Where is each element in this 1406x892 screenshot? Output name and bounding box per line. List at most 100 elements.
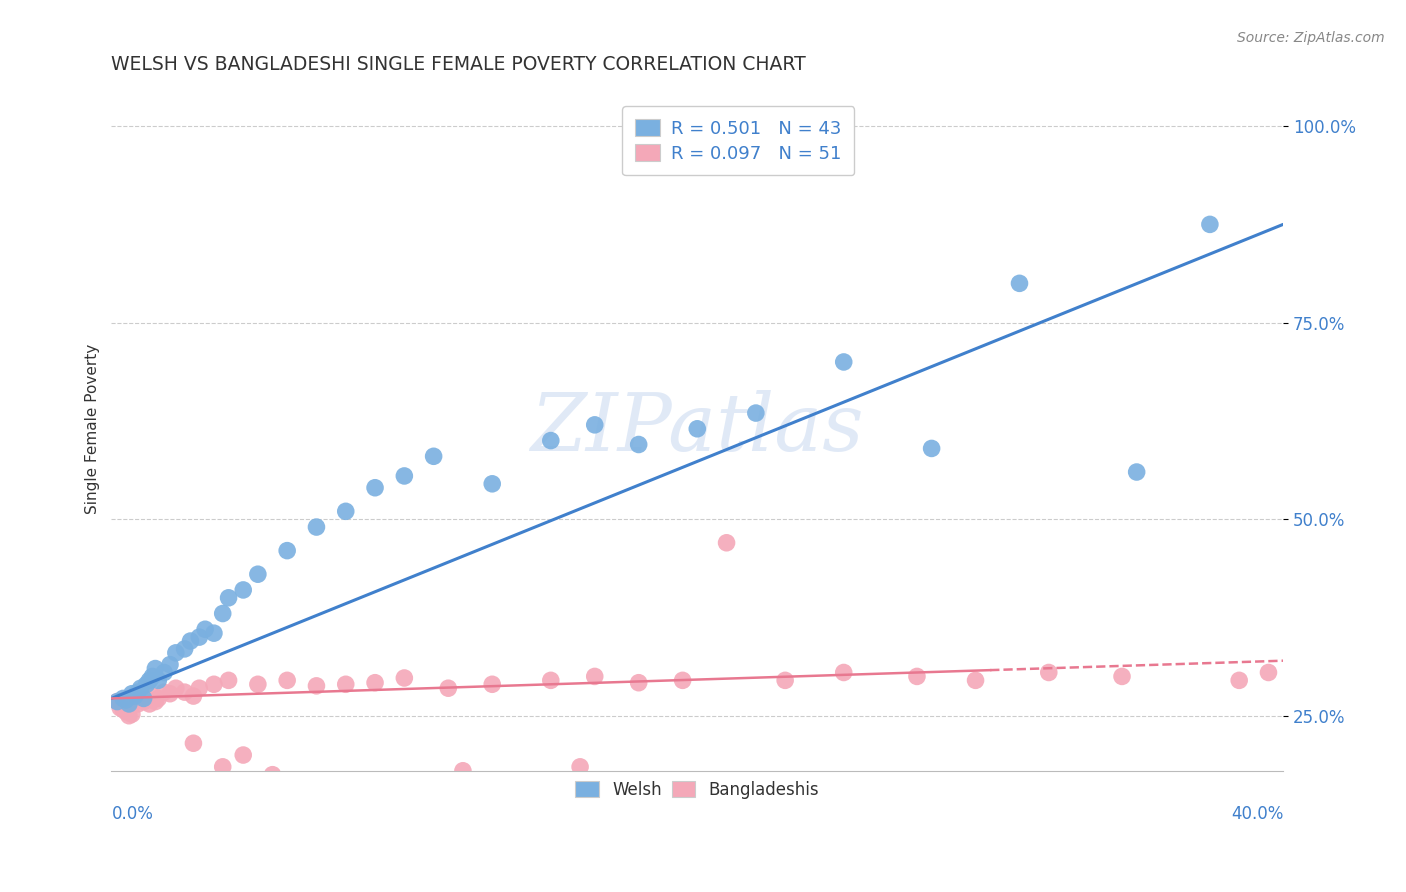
- Point: [159, 657, 181, 672]
- Point: [211, 607, 233, 621]
- Point: [627, 437, 650, 451]
- Point: [108, 701, 131, 715]
- Point: [118, 708, 141, 723]
- Point: [127, 697, 149, 711]
- Point: [132, 691, 155, 706]
- Point: [188, 681, 211, 696]
- Point: [232, 582, 254, 597]
- Point: [148, 673, 170, 688]
- Point: [179, 634, 201, 648]
- Point: [159, 687, 181, 701]
- Point: [232, 747, 254, 762]
- Text: 0.0%: 0.0%: [111, 805, 153, 823]
- Point: [422, 450, 444, 464]
- Point: [121, 707, 143, 722]
- Point: [112, 702, 135, 716]
- Point: [183, 689, 205, 703]
- Point: [202, 677, 225, 691]
- Point: [481, 476, 503, 491]
- Point: [394, 671, 416, 685]
- Point: [1125, 465, 1147, 479]
- Point: [832, 665, 855, 680]
- Point: [1227, 673, 1250, 688]
- Point: [211, 760, 233, 774]
- Point: [540, 434, 562, 448]
- Point: [905, 669, 928, 683]
- Point: [115, 693, 138, 707]
- Point: [335, 677, 357, 691]
- Point: [153, 685, 176, 699]
- Point: [246, 677, 269, 691]
- Point: [127, 685, 149, 699]
- Point: [173, 641, 195, 656]
- Point: [1184, 791, 1206, 805]
- Point: [115, 705, 138, 719]
- Y-axis label: Single Female Poverty: Single Female Poverty: [86, 343, 100, 514]
- Point: [138, 673, 160, 688]
- Point: [173, 685, 195, 699]
- Point: [141, 689, 163, 703]
- Point: [773, 673, 796, 688]
- Point: [686, 422, 709, 436]
- Point: [132, 695, 155, 709]
- Point: [569, 760, 592, 774]
- Point: [188, 630, 211, 644]
- Point: [148, 691, 170, 706]
- Point: [745, 406, 768, 420]
- Point: [1038, 665, 1060, 680]
- Point: [105, 695, 128, 709]
- Point: [124, 689, 146, 703]
- Point: [129, 681, 152, 696]
- Point: [112, 691, 135, 706]
- Point: [129, 691, 152, 706]
- Point: [1257, 665, 1279, 680]
- Point: [716, 535, 738, 549]
- Point: [540, 673, 562, 688]
- Point: [262, 767, 284, 781]
- Point: [153, 665, 176, 680]
- Point: [124, 693, 146, 707]
- Point: [276, 543, 298, 558]
- Point: [965, 673, 987, 688]
- Point: [481, 677, 503, 691]
- Text: Source: ZipAtlas.com: Source: ZipAtlas.com: [1237, 31, 1385, 45]
- Point: [121, 687, 143, 701]
- Point: [276, 673, 298, 688]
- Point: [832, 355, 855, 369]
- Point: [165, 681, 187, 696]
- Point: [218, 673, 240, 688]
- Point: [218, 591, 240, 605]
- Point: [335, 504, 357, 518]
- Point: [143, 695, 166, 709]
- Point: [583, 417, 606, 432]
- Point: [118, 697, 141, 711]
- Point: [135, 677, 157, 691]
- Text: ZIPatlas: ZIPatlas: [530, 390, 865, 467]
- Point: [1199, 218, 1222, 232]
- Point: [194, 622, 217, 636]
- Point: [135, 693, 157, 707]
- Point: [183, 736, 205, 750]
- Point: [583, 669, 606, 683]
- Point: [141, 669, 163, 683]
- Point: [202, 626, 225, 640]
- Point: [165, 646, 187, 660]
- Point: [364, 481, 387, 495]
- Point: [921, 442, 943, 456]
- Point: [394, 469, 416, 483]
- Point: [1111, 669, 1133, 683]
- Point: [246, 567, 269, 582]
- Text: WELSH VS BANGLADESHI SINGLE FEMALE POVERTY CORRELATION CHART: WELSH VS BANGLADESHI SINGLE FEMALE POVER…: [111, 55, 806, 74]
- Point: [672, 673, 695, 688]
- Text: 40.0%: 40.0%: [1230, 805, 1284, 823]
- Point: [105, 695, 128, 709]
- Point: [305, 520, 328, 534]
- Point: [627, 675, 650, 690]
- Point: [138, 697, 160, 711]
- Point: [364, 675, 387, 690]
- Point: [437, 681, 460, 696]
- Legend: Welsh, Bangladeshis: Welsh, Bangladeshis: [567, 772, 827, 807]
- Point: [1008, 277, 1031, 291]
- Point: [305, 679, 328, 693]
- Point: [451, 764, 474, 778]
